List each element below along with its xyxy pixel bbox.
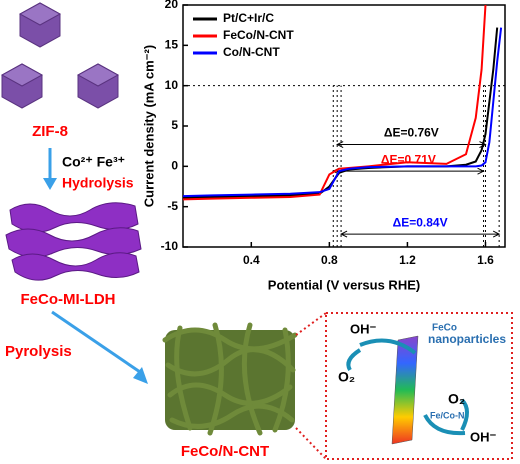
inset-label: O₂ <box>448 391 465 407</box>
y-tick-label: 0 <box>171 159 178 173</box>
y-tick-label: 5 <box>171 118 178 132</box>
x-tick-label: 0.8 <box>321 253 338 267</box>
inset-label: nanoparticles <box>428 332 506 346</box>
x-tick-label: 0.4 <box>243 253 260 267</box>
arrow <box>43 148 57 190</box>
cnt-mass <box>162 322 298 436</box>
inset-label: OH⁻ <box>470 429 497 444</box>
y-tick-label: -10 <box>161 239 179 253</box>
delta-label: ΔE=0.84V <box>393 215 448 229</box>
chart: -10 -5 0 5 10 15 20 0.4 0.8 1.2 1.6 Potential (V ve… <box>141 0 506 292</box>
legend-label: Pt/C+Ir/C <box>223 11 274 25</box>
hydrolysis-label: Hydrolysis <box>62 175 134 191</box>
x-tick-label: 1.2 <box>399 253 416 267</box>
nanotube <box>391 335 419 445</box>
inset-label: FeCo <box>432 323 457 334</box>
inset-label: Fe/Co-N <box>430 410 465 420</box>
delta-label: ΔE=0.76V <box>384 126 439 140</box>
zif-label: ZIF-8 <box>32 123 68 140</box>
y-tick-label: 15 <box>165 38 179 52</box>
inset-label: OH⁻ <box>350 321 377 336</box>
zif-crystals <box>0 2 120 109</box>
legend-label: Co/N-CNT <box>223 45 280 59</box>
series-line <box>182 27 503 198</box>
pyrolysis-label: Pyrolysis <box>5 343 72 360</box>
legend-label: FeCo/N-CNT <box>223 28 294 42</box>
y-tick-label: -5 <box>167 199 178 213</box>
ions-label: Co²⁺ Fe³⁺ <box>62 154 125 170</box>
ldh-label: FeCo-MI-LDH <box>21 291 116 308</box>
arrow <box>51 310 148 384</box>
delta-arrow <box>336 141 487 149</box>
inset-frame <box>295 312 513 460</box>
y-tick-label: 10 <box>165 78 179 92</box>
y-tick-label: 20 <box>165 0 179 11</box>
product-label: FeCo/N-CNT <box>181 443 269 460</box>
x-tick-label: 1.6 <box>477 253 494 267</box>
inset-arrows <box>346 338 469 436</box>
x-axis-label: Potential (V versus RHE) <box>268 277 420 292</box>
delta-arrow <box>339 230 501 238</box>
y-axis-label: Current density (mA cm⁻²) <box>141 45 156 207</box>
inset-label: O₂ <box>338 369 355 385</box>
ldh-layers <box>5 202 142 281</box>
